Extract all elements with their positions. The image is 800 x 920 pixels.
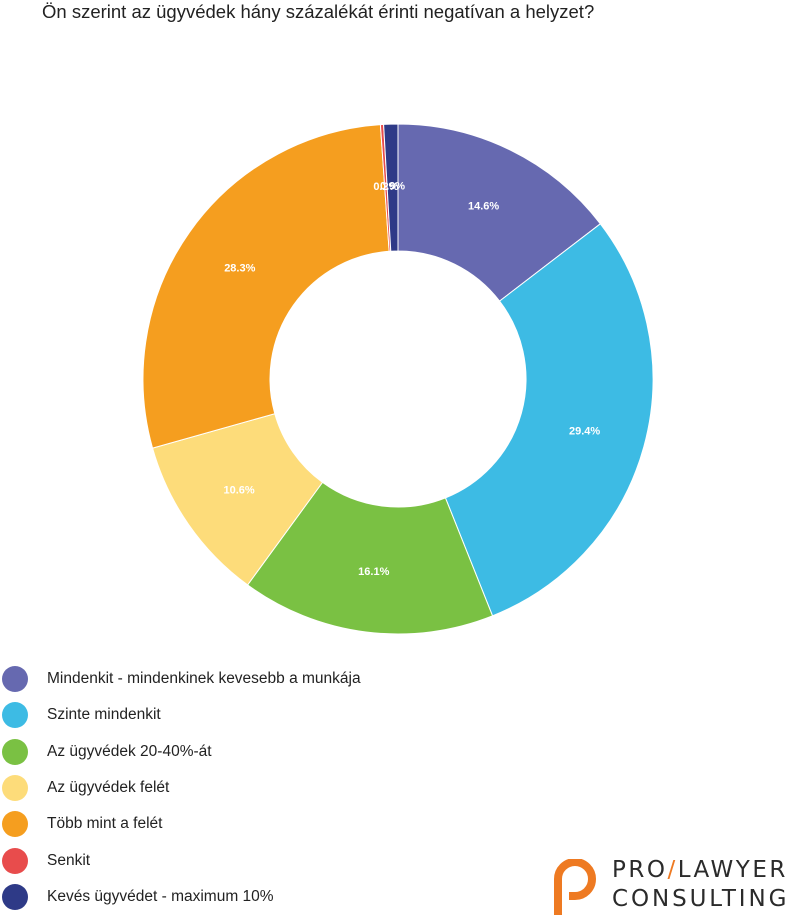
legend-label: Több mint a felét	[47, 815, 163, 833]
legend-label: Az ügyvédek felét	[47, 778, 170, 796]
legend-swatch-icon	[2, 811, 28, 838]
legend-label: Kevés ügyvédet - maximum 10%	[47, 887, 274, 905]
pro-lawyer-consulting-logo: PRO/LAWYER CONSULTING	[554, 857, 800, 917]
donut-slice-1	[444, 223, 654, 617]
legend-label: Senkit	[47, 851, 91, 869]
legend-item: Több mint a felét	[0, 809, 560, 839]
logo-text-line2: CONSULTING	[612, 886, 790, 912]
legend-item: Az ügyvédek felét	[0, 773, 560, 803]
donut-slice-6	[383, 123, 399, 252]
legend-item: Mindenkit - mindenkinek kevesebb a munká…	[0, 664, 560, 694]
p-logo-icon	[554, 859, 596, 915]
legend-label: Az ügyvédek 20-40%-át	[47, 742, 212, 760]
slice-label-2: 16.1%	[358, 566, 389, 578]
logo-text-line1: PRO/LAWYER	[612, 857, 788, 883]
slice-label-3: 10.6%	[223, 484, 254, 496]
donut-chart: 14.6% 29.4% 16.1% 10.6% 28.3% 0.2%0.9%	[142, 123, 654, 635]
legend-item: Az ügyvédek 20-40%-át	[0, 737, 560, 767]
legend-swatch-icon	[2, 847, 28, 874]
chart-title: Ön szerint az ügyvédek hány százalékát é…	[42, 1, 595, 22]
legend-label: Mindenkit - mindenkinek kevesebb a munká…	[47, 670, 361, 687]
slice-label-0: 14.6%	[468, 200, 499, 212]
legend-swatch-icon	[2, 883, 28, 910]
legend-swatch-icon	[2, 702, 28, 729]
legend-item: Szinte mindenkit	[0, 700, 560, 730]
legend-swatch-icon	[2, 738, 28, 765]
donut-slice-4	[142, 124, 390, 449]
legend-label: Szinte mindenkit	[47, 706, 161, 724]
slice-label-1: 29.4%	[569, 425, 600, 437]
slice-label-6: 0.9%	[380, 181, 405, 193]
slice-label-4: 28.3%	[224, 263, 255, 275]
slice-label-5: 0.2%	[373, 181, 398, 193]
legend-item: Kevés ügyvédet - maximum 10%	[0, 882, 560, 912]
legend-swatch-icon	[2, 666, 28, 692]
donut-slice-0	[397, 123, 602, 302]
legend-swatch-icon	[2, 774, 28, 801]
donut-slice-2	[246, 481, 494, 635]
legend-item: Senkit	[0, 846, 560, 876]
